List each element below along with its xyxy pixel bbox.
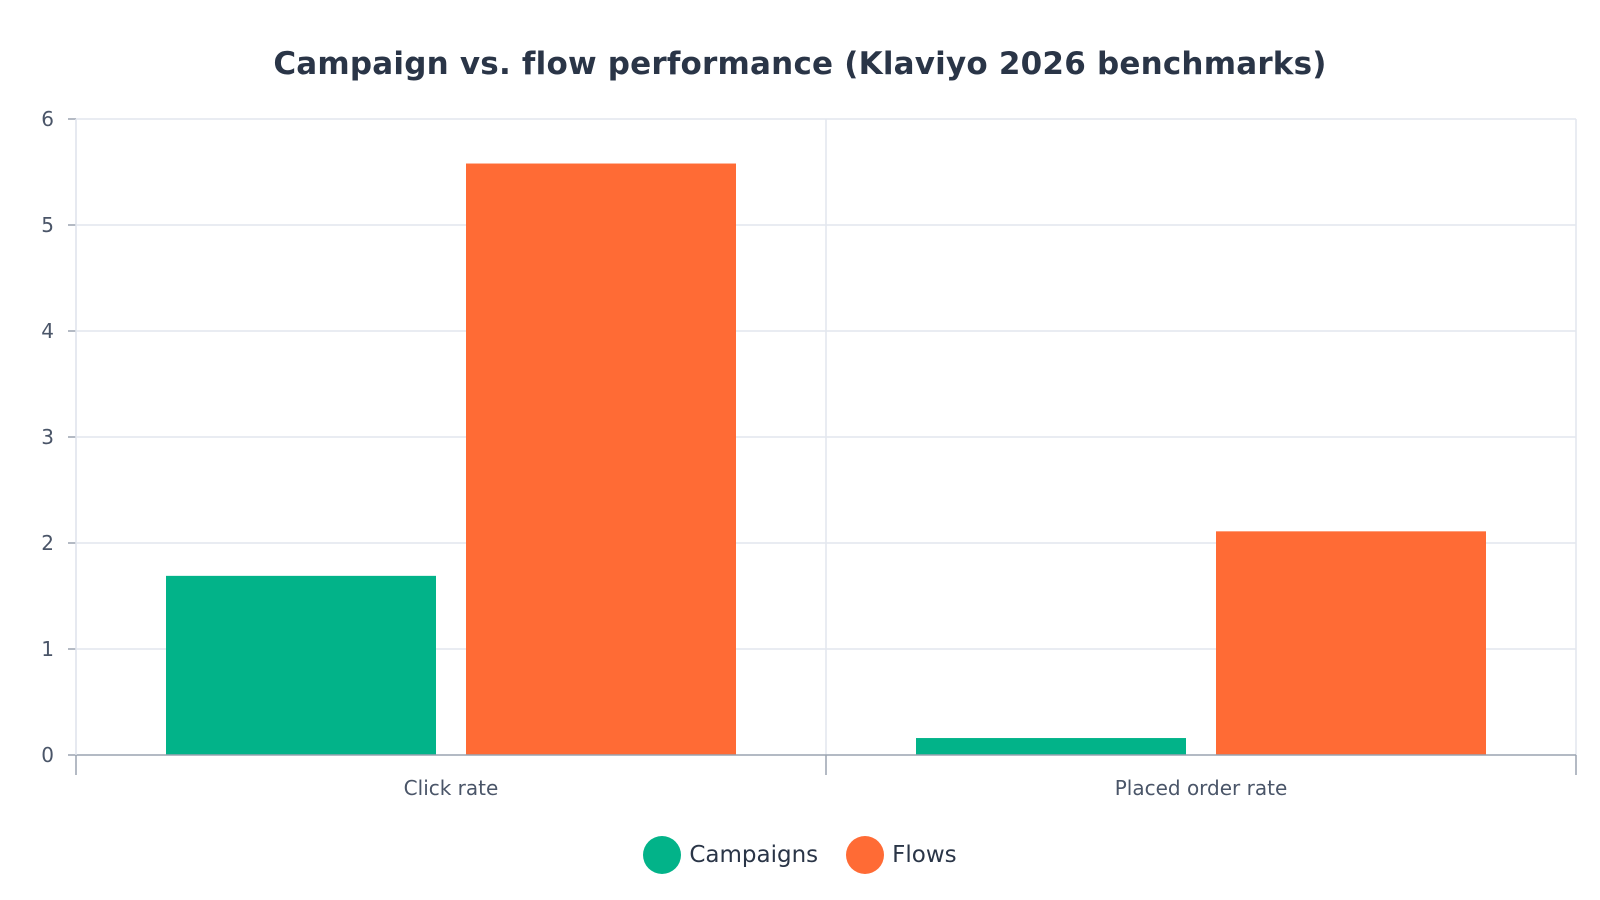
- x-category-label: Click rate: [404, 776, 499, 800]
- y-tick-label: 2: [41, 531, 54, 555]
- chart-title: Campaign vs. flow performance (Klaviyo 2…: [273, 46, 1327, 82]
- y-tick-label: 4: [41, 319, 54, 343]
- y-tick-label: 6: [41, 107, 54, 131]
- bar-campaigns-placed-order-rate[interactable]: [916, 738, 1186, 755]
- legend-swatch: [846, 836, 885, 874]
- legend-label: Flows: [892, 842, 957, 868]
- legend-swatch: [643, 836, 682, 874]
- legend-item-campaigns[interactable]: Campaigns: [643, 836, 818, 874]
- legend: Campaigns Flows: [0, 836, 1600, 874]
- legend-item-flows[interactable]: Flows: [846, 836, 957, 874]
- y-tick-label: 1: [41, 637, 54, 661]
- legend-label: Campaigns: [689, 842, 819, 868]
- bar-campaigns-click-rate[interactable]: [166, 575, 436, 755]
- y-tick-label: 5: [41, 213, 54, 237]
- bar-flows-click-rate[interactable]: [466, 163, 736, 755]
- x-category-label: Placed order rate: [1115, 776, 1288, 800]
- bar-flows-placed-order-rate[interactable]: [1216, 531, 1486, 755]
- axes: [68, 118, 1577, 775]
- y-tick-label: 3: [41, 425, 54, 449]
- bars: [166, 163, 1486, 755]
- tick-labels: 0 1 2 3 4 5 6 Click rate Placed order rate: [41, 107, 1287, 800]
- y-tick-label: 0: [41, 743, 54, 767]
